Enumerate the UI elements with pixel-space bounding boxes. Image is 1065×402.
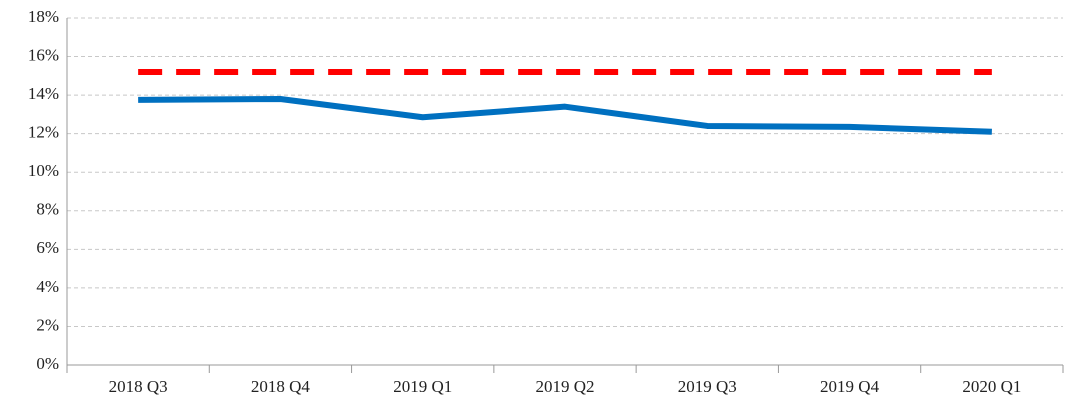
- x-tick-label: 2019 Q4: [820, 377, 880, 396]
- x-tick-label: 2020 Q1: [962, 377, 1021, 396]
- y-tick-label: 10%: [28, 161, 59, 180]
- series-line: [138, 95, 992, 135]
- x-tick-label: 2018 Q4: [251, 377, 311, 396]
- y-tick-label: 18%: [28, 7, 59, 26]
- y-tick-label: 12%: [28, 123, 59, 142]
- y-tick-label: 2%: [36, 315, 59, 334]
- x-tick-label: 2019 Q1: [393, 377, 452, 396]
- x-tick-label: 2019 Q3: [678, 377, 737, 396]
- x-tick-label: 2019 Q2: [535, 377, 594, 396]
- y-tick-label: 16%: [28, 45, 59, 64]
- y-tick-label: 8%: [36, 200, 59, 219]
- y-tick-label: 0%: [36, 354, 59, 373]
- x-tick-label: 2018 Q3: [109, 377, 168, 396]
- y-tick-label: 6%: [36, 238, 59, 257]
- y-tick-label: 4%: [36, 277, 59, 296]
- y-tick-label: 14%: [28, 84, 59, 103]
